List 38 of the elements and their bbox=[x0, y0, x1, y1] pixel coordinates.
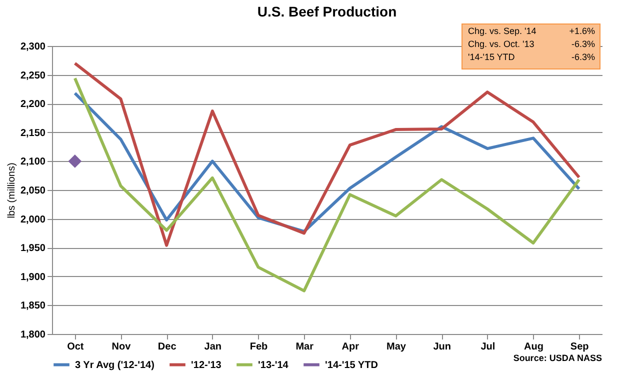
x-tick-label: Jun bbox=[433, 342, 451, 352]
legend-label: '13-'14 bbox=[258, 360, 289, 371]
x-tick-label: Dec bbox=[158, 342, 177, 352]
y-tick-label: 2,000 bbox=[20, 214, 46, 226]
x-tick-label: May bbox=[386, 342, 406, 352]
annotation: '14-'15 YTD bbox=[468, 52, 516, 62]
x-tick-label: Sep bbox=[570, 342, 589, 352]
text: +1.6% bbox=[569, 26, 595, 36]
y-tick-label: 1,900 bbox=[20, 272, 46, 283]
y-tick-label: 1,850 bbox=[20, 300, 46, 312]
text: Chg. vs. Sep. '14 bbox=[468, 26, 536, 36]
y-tick-label: 2,200 bbox=[20, 99, 46, 110]
y-axis-title: lbs (millions) bbox=[6, 162, 18, 218]
y-tick-label: 1,950 bbox=[20, 243, 46, 254]
line-series bbox=[73, 76, 581, 292]
x-tick-label: Mar bbox=[296, 342, 314, 352]
x-tick-label: Aug bbox=[524, 342, 544, 352]
x-tick-label: Jan bbox=[204, 342, 222, 352]
x-tick-label: Feb bbox=[250, 342, 268, 352]
y-tick-label: 2,050 bbox=[20, 186, 46, 196]
y-tick-label: 2,300 bbox=[20, 42, 46, 52]
x-tick-label: Nov bbox=[112, 342, 132, 352]
legend-label: 3 Yr Avg ('12-'14) bbox=[75, 360, 154, 371]
x-tick-label: Oct bbox=[67, 342, 84, 352]
y-tick-label: 2,150 bbox=[20, 128, 46, 139]
y-tick-label: 2,250 bbox=[20, 70, 46, 82]
x-tick-label: Jul bbox=[480, 342, 496, 352]
y-tick-label: 1,800 bbox=[20, 330, 46, 340]
source-note: Source: USDA NASS bbox=[513, 353, 602, 363]
y-tick-label: 2,100 bbox=[20, 156, 46, 168]
x-tick-label: Apr bbox=[342, 342, 360, 352]
legend-label: '12-'13 bbox=[191, 360, 222, 371]
annotation: -6.3% bbox=[571, 52, 595, 62]
chart-title: U.S. Beef Production bbox=[257, 4, 397, 20]
line-series bbox=[73, 62, 581, 247]
annotation: -6.3% bbox=[571, 39, 595, 49]
annotation: Chg. vs. Oct. '13 bbox=[468, 39, 534, 49]
legend-label: '14-'15 YTD bbox=[325, 360, 378, 371]
